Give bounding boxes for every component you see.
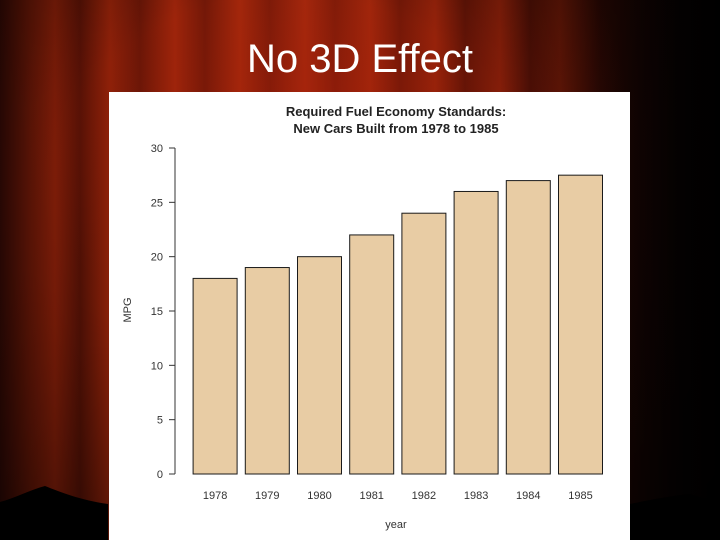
x-tick-label: 1981 bbox=[359, 490, 383, 502]
y-tick-label: 15 bbox=[151, 306, 163, 318]
x-tick-label: 1978 bbox=[203, 490, 227, 502]
chart-title: Required Fuel Economy Standards: bbox=[286, 104, 506, 119]
bar-1984 bbox=[505, 180, 551, 475]
y-tick-label: 0 bbox=[157, 469, 163, 481]
bar-1981 bbox=[349, 234, 395, 475]
bars bbox=[192, 174, 603, 475]
y-tick-label: 30 bbox=[151, 143, 163, 155]
x-tick-label: 1984 bbox=[516, 490, 540, 502]
stage-floor bbox=[0, 486, 720, 540]
x-tick-label: 1979 bbox=[255, 490, 279, 502]
bar-1985 bbox=[558, 174, 603, 475]
y-axis: 0 5 10 15 20 25 30 bbox=[151, 143, 175, 481]
bar-1983 bbox=[453, 190, 499, 475]
bar-chart: Required Fuel Economy Standards: New Car… bbox=[122, 104, 603, 531]
bar-1982 bbox=[401, 212, 447, 475]
x-axis-label: year bbox=[385, 519, 407, 531]
x-axis: 1978 1979 1980 1981 1982 1983 1984 1985 bbox=[203, 490, 593, 502]
y-tick-label: 25 bbox=[151, 197, 163, 209]
bar-1980 bbox=[297, 256, 342, 475]
bar-1979 bbox=[244, 267, 290, 475]
x-tick-label: 1983 bbox=[464, 490, 488, 502]
x-tick-label: 1980 bbox=[307, 490, 331, 502]
y-tick-label: 5 bbox=[157, 415, 163, 427]
y-axis-label: MPG bbox=[122, 297, 134, 322]
slide-title: No 3D Effect bbox=[246, 37, 474, 81]
x-tick-label: 1985 bbox=[568, 490, 592, 502]
chart-panel: Required Fuel Economy Standards: New Car… bbox=[109, 92, 630, 540]
x-tick-label: 1982 bbox=[412, 490, 436, 502]
y-tick-label: 20 bbox=[151, 252, 163, 264]
chart-subtitle: New Cars Built from 1978 to 1985 bbox=[293, 121, 498, 136]
bar-1978 bbox=[192, 277, 238, 475]
y-tick-label: 10 bbox=[151, 360, 163, 372]
